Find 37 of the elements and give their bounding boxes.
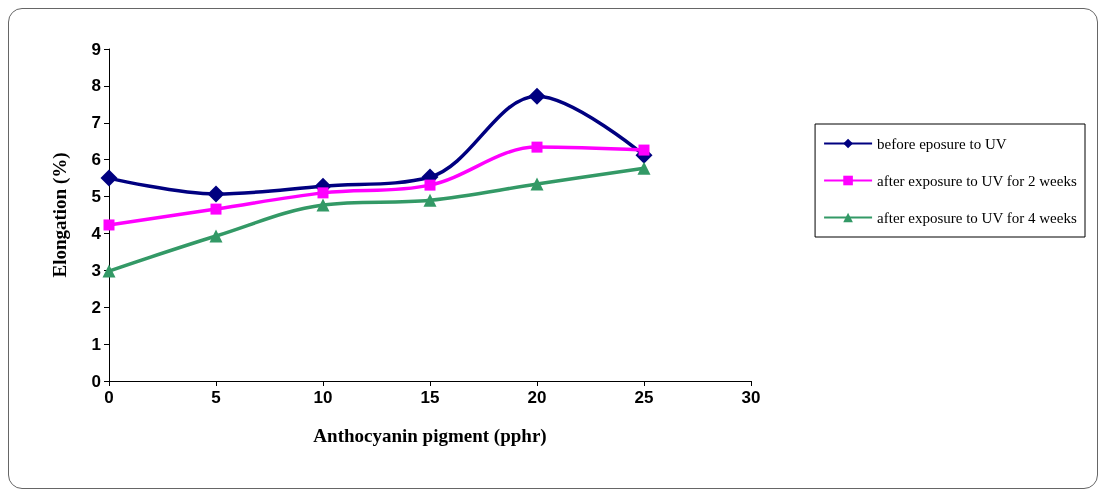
x-tick-label: 0 [104, 388, 114, 407]
y-tick-label: 9 [91, 39, 101, 59]
point [638, 144, 650, 156]
point [528, 87, 546, 105]
point [100, 169, 118, 187]
y-tick-label: 3 [91, 260, 101, 280]
point [210, 203, 222, 215]
y-tick-label: 1 [91, 334, 101, 354]
legend-label: after exposure to UV for 2 weeks [877, 172, 1077, 189]
point [209, 229, 223, 243]
point [424, 179, 436, 191]
x-axis-title: Anthocyanin pigment (pphr) [313, 425, 547, 447]
x-tick-label: 10 [313, 388, 333, 407]
y-tick-label: 4 [91, 223, 102, 243]
point [207, 185, 225, 203]
point [316, 198, 330, 212]
x-tick-label: 15 [420, 388, 440, 407]
legend-label: after exposure to UV for 4 weeks [877, 209, 1077, 226]
point [531, 141, 543, 153]
x-tick-label: 30 [741, 388, 761, 407]
point [102, 264, 116, 278]
y-axis-title: Elongation (%) [49, 152, 71, 278]
x-tick-label: 20 [527, 388, 547, 407]
y-tick-label: 2 [91, 297, 101, 317]
y-tick-label: 8 [91, 76, 101, 96]
x-tick-label: 25 [634, 388, 654, 407]
point [317, 187, 329, 199]
y-tick-label: 0 [91, 371, 101, 391]
legend-label: before eposure to UV [877, 135, 1007, 152]
point [530, 177, 544, 191]
point [103, 219, 115, 231]
point [637, 161, 651, 175]
point [423, 193, 437, 207]
y-tick-label: 7 [91, 113, 101, 133]
x-tick-label: 5 [211, 388, 221, 407]
y-tick-label: 6 [91, 150, 101, 170]
y-tick-label: 5 [91, 187, 101, 207]
